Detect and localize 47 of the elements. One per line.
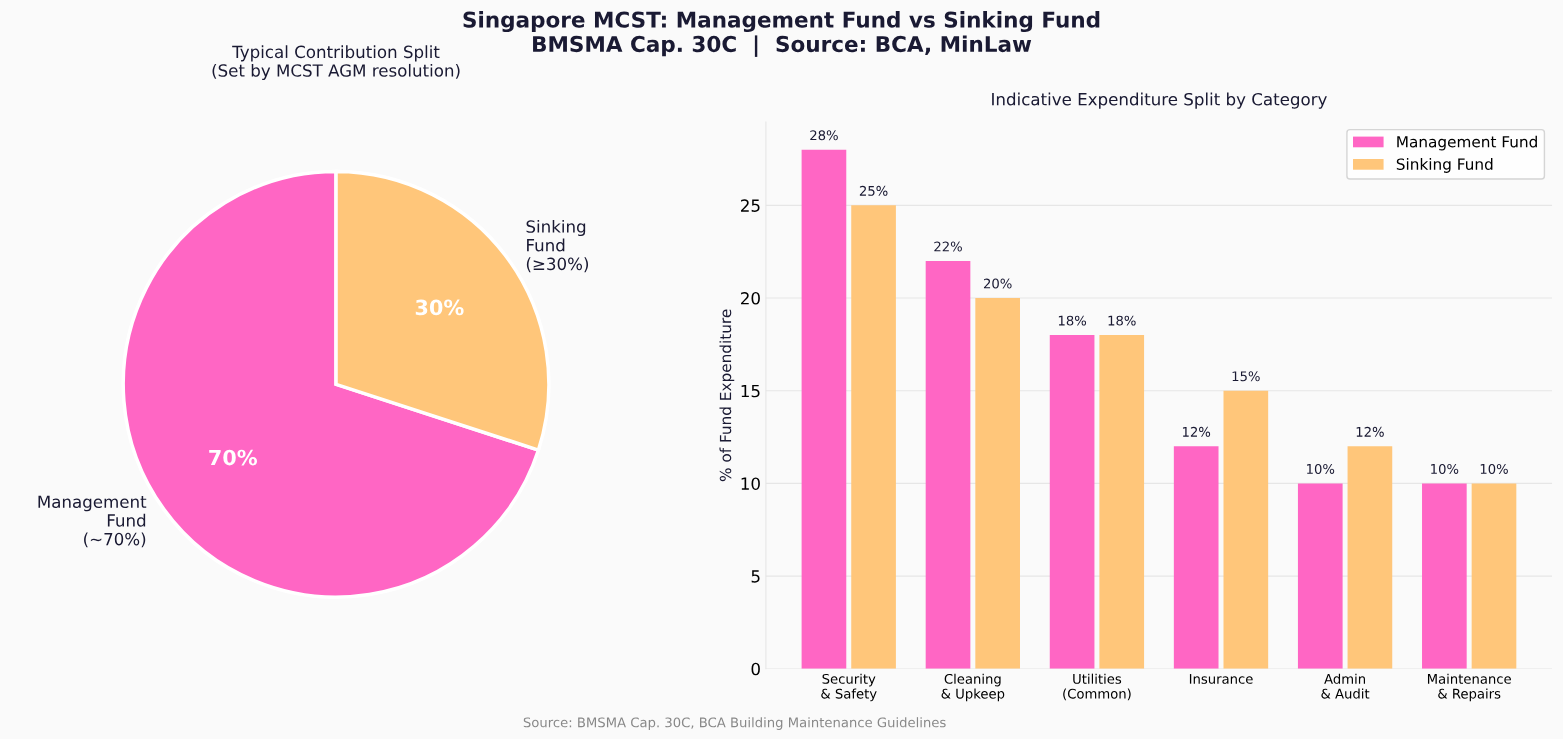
x-tick-label: Maintenance & Repairs <box>1427 673 1511 702</box>
slice-label: Sinking Fund (≥30%) <box>526 219 589 273</box>
legend-label: Sinking Fund <box>1396 158 1493 173</box>
data-label: 70% <box>209 449 257 466</box>
x-tick-label: Utilities (Common) <box>1063 673 1131 701</box>
bar <box>925 260 971 669</box>
chart-title: Typical Contribution Split (Set by MCST AGM resolution) <box>212 45 460 81</box>
text: Singapore MCST: Management Fund vs Sinking Fund BMSMA Cap. 30C | Source: BCA, MinLaw <box>463 11 1100 57</box>
y-axis-title: % of Fund Expenditure <box>719 309 735 482</box>
bar <box>1173 446 1219 669</box>
data-label: 18% <box>1108 315 1136 326</box>
x-tick-label: Security & Safety <box>821 673 877 702</box>
y-tick-label: 0 <box>751 662 760 676</box>
data-label: 20% <box>983 278 1012 289</box>
bar <box>1099 335 1145 669</box>
y-tick-label: 10 <box>741 477 760 490</box>
bar <box>1223 390 1269 669</box>
bar <box>801 149 847 669</box>
data-label: 10% <box>1431 463 1459 474</box>
bar <box>851 205 896 669</box>
data-label: 10% <box>1480 463 1508 474</box>
data-label: 10% <box>1307 463 1335 474</box>
bar <box>975 298 1020 669</box>
data-label: 22% <box>934 241 962 252</box>
bar <box>1422 483 1467 669</box>
data-label: 28% <box>810 130 838 141</box>
x-tick-label: Cleaning & Upkeep <box>941 673 1005 702</box>
x-tick-label: Insurance <box>1189 674 1253 684</box>
y-tick-label: 5 <box>751 570 760 583</box>
chart-title: Indicative Expenditure Split by Category <box>992 92 1327 109</box>
bar <box>1049 335 1095 669</box>
data-label: 30% <box>415 299 464 316</box>
bar <box>1471 483 1517 669</box>
legend-label: Management Fund <box>1397 135 1537 151</box>
bar <box>1297 483 1343 669</box>
data-label: 25% <box>859 185 888 196</box>
y-tick-label: 15 <box>741 384 760 398</box>
x-tick-label: Admin & Audit <box>1321 673 1370 699</box>
data-label: 15% <box>1232 371 1260 382</box>
slice-label: Management Fund (~70%) <box>38 495 147 548</box>
source-note: Source: BMSMA Cap. 30C, BCA Building Maintenance Guidelines <box>523 717 946 730</box>
bar <box>1347 446 1393 669</box>
y-tick-label: 25 <box>741 199 760 212</box>
y-tick-label: 20 <box>741 292 760 305</box>
data-label: 12% <box>1356 426 1384 437</box>
data-label: 12% <box>1182 426 1211 437</box>
data-label: 18% <box>1058 315 1087 326</box>
